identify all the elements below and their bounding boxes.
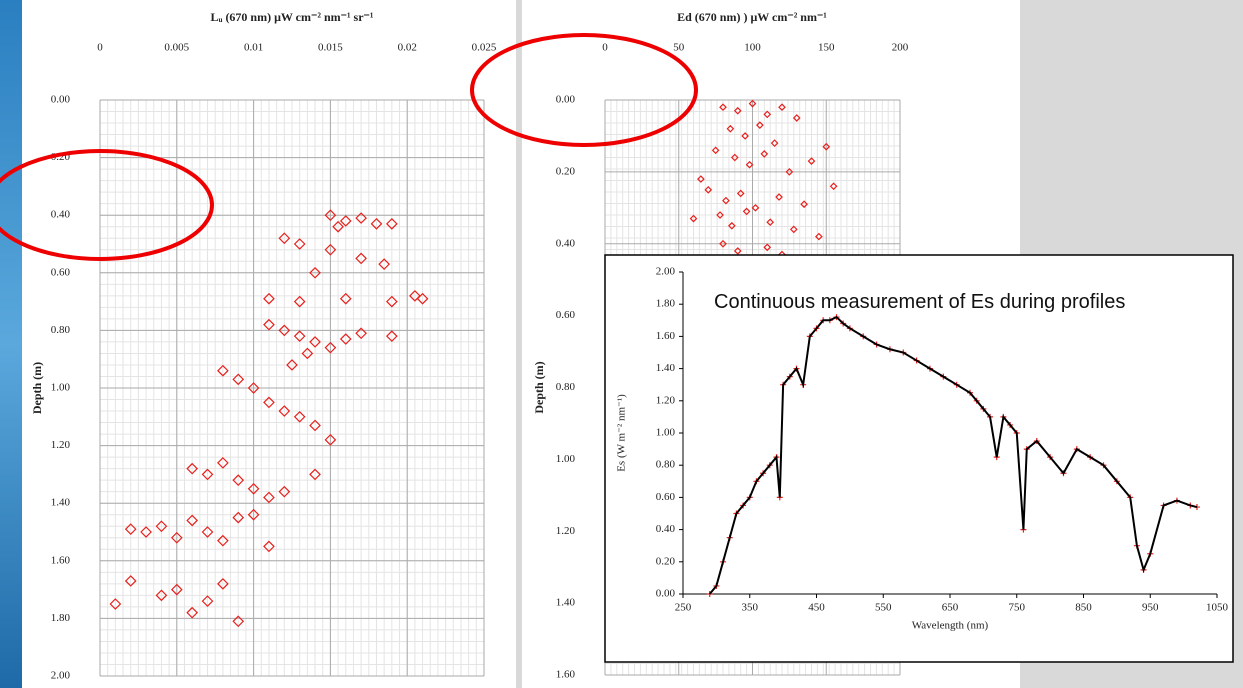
water-strip xyxy=(0,0,22,688)
y-tick-label: 1.60 xyxy=(51,554,71,566)
x-tick-label: 250 xyxy=(675,602,692,614)
x-tick-label: 850 xyxy=(1075,602,1092,614)
y-tick-label: 2.00 xyxy=(656,266,676,278)
x-tick-label: 750 xyxy=(1009,602,1026,614)
y-tick-label: 2.00 xyxy=(51,670,71,682)
y-tick-label: 1.00 xyxy=(51,382,71,394)
y-tick-label: 0.60 xyxy=(656,491,676,503)
y-axis-label: Depth (m) xyxy=(30,362,44,414)
y-tick-label: 1.20 xyxy=(51,439,71,451)
y-tick-label: 0.60 xyxy=(556,309,576,321)
y-tick-label: 1.00 xyxy=(656,427,676,439)
y-tick-label: 1.80 xyxy=(656,298,676,310)
x-tick-label: 0.01 xyxy=(244,42,263,54)
x-tick-label: 0.005 xyxy=(164,42,189,54)
x-tick-label: 950 xyxy=(1142,602,1159,614)
annotation: Continuous measurement of Es during prof… xyxy=(714,287,1214,317)
y-tick-label: 1.60 xyxy=(556,669,576,681)
x-tick-label: 0 xyxy=(602,42,608,54)
x-tick-label: 200 xyxy=(892,42,909,54)
y-axis-label: Es (W m⁻² nm⁻¹) xyxy=(616,394,628,472)
y-tick-label: 0.20 xyxy=(656,555,676,567)
y-tick-label: 0.60 xyxy=(51,266,71,278)
y-tick-label: 0.00 xyxy=(556,94,576,106)
x-tick-label: 100 xyxy=(744,42,761,54)
y-tick-label: 0.40 xyxy=(656,523,676,535)
y-tick-label: 1.00 xyxy=(556,453,576,465)
y-tick-label: 0.40 xyxy=(51,209,71,221)
x-tick-label: 1050 xyxy=(1206,602,1229,614)
x-tick-label: 0.02 xyxy=(398,42,417,54)
x-tick-label: 350 xyxy=(742,602,759,614)
y-tick-label: 1.40 xyxy=(51,497,71,509)
y-tick-label: 0.80 xyxy=(656,459,676,471)
y-tick-label: 0.00 xyxy=(656,588,676,600)
y-tick-label: 1.20 xyxy=(556,525,576,537)
y-tick-label: 1.40 xyxy=(656,362,676,374)
x-tick-label: 0.025 xyxy=(472,42,497,54)
x-tick-label: 0.015 xyxy=(318,42,343,54)
y-tick-label: 1.40 xyxy=(556,597,576,609)
y-tick-label: 0.40 xyxy=(556,237,576,249)
y-tick-label: 0.20 xyxy=(556,165,576,177)
y-axis-label: Depth (m) xyxy=(532,361,546,413)
y-tick-label: 1.60 xyxy=(656,330,676,342)
x-tick-label: 450 xyxy=(808,602,825,614)
slide: {"chart_data": [ {"type": "scatter", "ti… xyxy=(0,0,1243,688)
x-axis-label: Wavelength (nm) xyxy=(912,620,989,632)
y-tick-label: 1.20 xyxy=(656,394,676,406)
y-tick-label: 1.80 xyxy=(51,612,71,624)
slide-canvas: 0 0.005 0.01 0.015 0.02 0.025 0.00 0.20 0.40 0.60… xyxy=(0,0,1243,688)
x-tick-label: 150 xyxy=(818,42,835,54)
x-tick-label: 550 xyxy=(875,602,892,614)
chart-title: Lᵤ (670 nm) μW cm⁻² nm⁻¹ sr⁻¹ xyxy=(211,10,374,24)
y-tick-label: 0.80 xyxy=(51,324,71,336)
chart-title: Ed (670 nm) ) μW cm⁻² nm⁻¹ xyxy=(677,10,827,24)
x-tick-label: 0 xyxy=(97,42,103,54)
y-tick-label: 0.80 xyxy=(556,381,576,393)
x-tick-label: 650 xyxy=(942,602,959,614)
y-tick-label: 0.00 xyxy=(51,94,71,106)
x-tick-label: 50 xyxy=(673,42,685,54)
